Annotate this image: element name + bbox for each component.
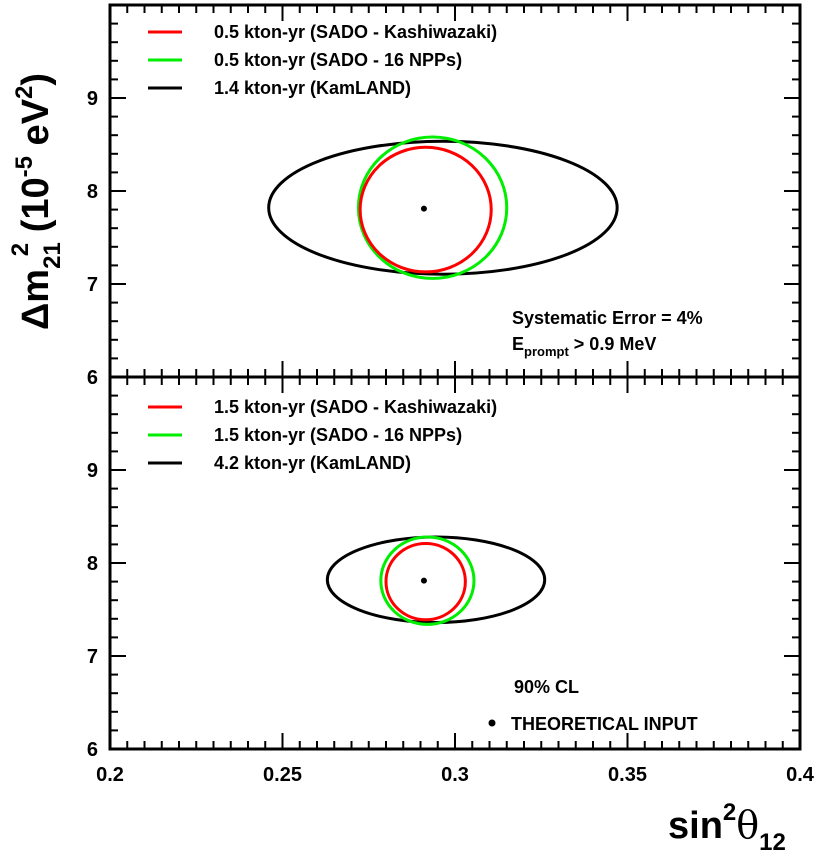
- contour-ellipse: [267, 139, 619, 276]
- x-tick-label: 0.25: [263, 764, 302, 786]
- bottom-panel: 6 7 8 9 0.2 0.25 0.3 0.35 0.4 1.5 kton-yr (SADO -…: [87, 375, 815, 786]
- x-tick-label: 0.35: [608, 764, 647, 786]
- legend-label: 1.5 kton-yr (SADO - 16 NPPs): [214, 425, 462, 445]
- y-tick-label: 9: [87, 460, 98, 482]
- legend-label: 1.4 kton-yr (KamLAND): [214, 78, 411, 98]
- legend-label: 0.5 kton-yr (SADO - 16 NPPs): [214, 50, 462, 70]
- x-tick-label: 0.2: [96, 764, 124, 786]
- y-tick-label: 7: [87, 646, 98, 668]
- top-panel: 6 7 8 9 0.5 kton-yr (SADO - Kashiwazaki) 0.5 …: [87, 3, 802, 389]
- x-tick-label: 0.4: [786, 764, 815, 786]
- y-tick-label: 7: [87, 274, 98, 296]
- legend-label: 4.2 kton-yr (KamLAND): [214, 453, 411, 473]
- theoretical-input-marker: [488, 719, 496, 727]
- legend-label: 0.5 kton-yr (SADO - Kashiwazaki): [214, 22, 497, 42]
- y-axis-title: Δm212 (10-5 eV2): [7, 73, 66, 330]
- y-tick-label: 9: [87, 88, 98, 110]
- theoretical-point: [420, 577, 427, 584]
- contour-ellipse: [379, 535, 476, 626]
- y-tick-label: 8: [87, 181, 98, 203]
- x-tick-label: 0.3: [441, 764, 469, 786]
- systematic-error-label: Systematic Error = 4%: [512, 308, 703, 328]
- legend-label: 1.5 kton-yr (SADO - Kashiwazaki): [214, 397, 497, 417]
- theoretical-point: [420, 205, 427, 212]
- contour-ellipse: [384, 541, 467, 622]
- y-tick-label: 8: [87, 553, 98, 575]
- theoretical-input-label: THEORETICAL INPUT: [511, 714, 698, 734]
- contour-ellipse: [356, 135, 509, 280]
- confidence-level-label: 90% CL: [514, 677, 579, 697]
- y-tick-label: 6: [87, 739, 98, 761]
- x-axis-title: sin2θ12: [668, 799, 786, 856]
- contour-ellipse: [325, 535, 547, 625]
- y-tick-label: 6: [87, 367, 98, 389]
- contour-ellipse: [358, 145, 493, 274]
- eprompt-label: Eprompt > 0.9 MeV: [512, 334, 656, 359]
